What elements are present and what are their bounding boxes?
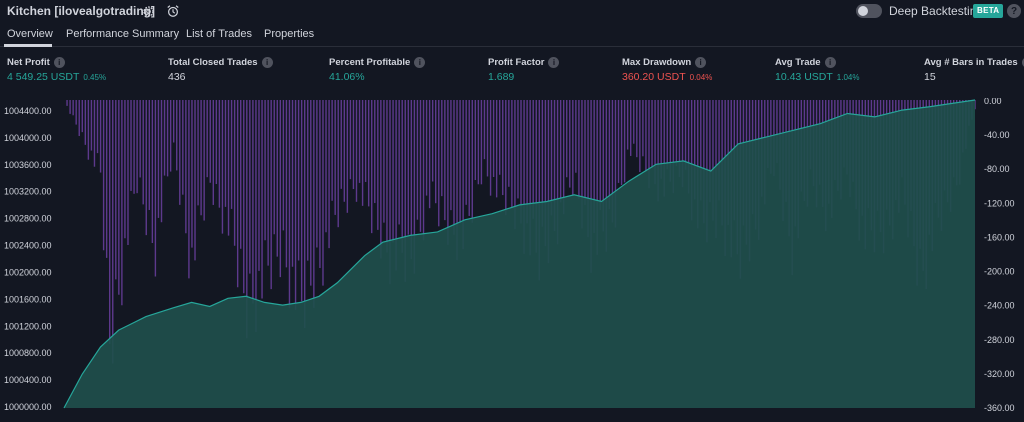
tab-divider (0, 46, 1024, 47)
info-icon[interactable]: i (1021, 57, 1024, 68)
gear-icon[interactable] (140, 3, 156, 19)
stat-percent: 0.45% (83, 73, 107, 82)
stat-value: 4 549.25 USDT (7, 71, 80, 83)
stat-value: 1.689 (488, 71, 515, 83)
left-axis-tick: 1002400.00 (4, 241, 52, 251)
equity-drawdown-chart[interactable]: 1004400.00 1004000.00 1003600.00 1003200.00… (0, 98, 1024, 422)
stat-value: 15 (924, 71, 936, 83)
beta-badge: BETA (973, 4, 1004, 18)
stat-max-drawdown: Max Drawdown i 360.20 USDT 0.04% (622, 57, 712, 83)
strategy-header: Kitchen [ilovealgotrading] Deep Backtest… (0, 0, 1024, 22)
right-axis-tick: -40.00 (984, 130, 1010, 140)
stat-value: 360.20 USDT (622, 71, 686, 83)
left-axis-tick: 1000400.00 (4, 375, 52, 385)
stat-value: 41.06% (329, 71, 365, 83)
stat-total-closed-trades: Total Closed Trades i 436 (168, 57, 273, 83)
strategy-title: Kitchen [ilovealgotrading] (7, 4, 156, 18)
equity-line (63, 99, 976, 409)
right-axis-tick: -200.00 (984, 267, 1015, 277)
stat-net-profit: Net Profit i 4 549.25 USDT 0.45% (7, 57, 106, 83)
left-axis-tick: 1004400.00 (4, 106, 52, 116)
tab-performance-summary[interactable]: Performance Summary (66, 28, 180, 40)
help-icon[interactable]: ? (1007, 4, 1021, 18)
stat-label: Max Drawdown (622, 57, 692, 68)
alarm-clock-icon[interactable] (165, 3, 181, 19)
left-axis-tick: 1003200.00 (4, 187, 52, 197)
stat-label: Avg # Bars in Trades (924, 57, 1018, 68)
stat-percent: 0.04% (689, 73, 713, 82)
right-axis-tick: -280.00 (984, 335, 1015, 345)
stat-profit-factor: Profit Factor i 1.689 (488, 57, 560, 83)
right-axis-tick: -120.00 (984, 198, 1015, 208)
active-tab-indicator (4, 44, 52, 47)
left-axis-tick: 1001200.00 (4, 321, 52, 331)
tab-list-of-trades[interactable]: List of Trades (186, 28, 253, 40)
stat-label: Total Closed Trades (168, 57, 258, 68)
tab-bar: Overview Performance Summary List of Tra… (0, 25, 1024, 47)
stat-percent: 1.04% (836, 73, 860, 82)
right-axis-tick: -80.00 (984, 164, 1010, 174)
right-axis-tick: -160.00 (984, 232, 1015, 242)
info-icon[interactable]: i (548, 57, 560, 68)
stat-avg-trade: Avg Trade i 10.43 USDT 1.04% (775, 57, 859, 83)
stat-value: 10.43 USDT (775, 71, 833, 83)
info-icon[interactable]: i (414, 57, 426, 68)
left-axis-tick: 1000800.00 (4, 348, 52, 358)
left-axis-tick: 1002000.00 (4, 267, 52, 277)
stat-label: Net Profit (7, 57, 50, 68)
info-icon[interactable]: i (261, 57, 273, 68)
stat-percent-profitable: Percent Profitable i 41.06% (329, 57, 426, 83)
info-icon[interactable]: i (824, 57, 836, 68)
right-axis-tick: 0.00 (984, 98, 1002, 106)
deep-backtesting-label: Deep Backtesting (889, 4, 984, 18)
equity-area (64, 100, 975, 408)
left-axis-tick: 1001600.00 (4, 294, 52, 304)
stat-label: Profit Factor (488, 57, 545, 68)
stat-label: Percent Profitable (329, 57, 411, 68)
deep-backtesting-toggle[interactable] (856, 4, 882, 18)
left-axis-tick: 1004000.00 (4, 133, 52, 143)
tab-properties[interactable]: Properties (264, 28, 315, 40)
stat-label: Avg Trade (775, 57, 821, 68)
left-axis-tick: 1003600.00 (4, 160, 52, 170)
info-icon[interactable]: i (695, 57, 707, 68)
right-axis-tick: -360.00 (984, 403, 1015, 413)
info-icon[interactable]: i (53, 57, 65, 68)
right-axis-tick: -240.00 (984, 301, 1015, 311)
left-axis-tick: 1002800.00 (4, 214, 52, 224)
right-axis-tick: -320.00 (984, 369, 1015, 379)
left-axis-tick: 1000000.00 (4, 402, 52, 412)
stat-value: 436 (168, 71, 186, 83)
tab-overview[interactable]: Overview (7, 28, 53, 40)
